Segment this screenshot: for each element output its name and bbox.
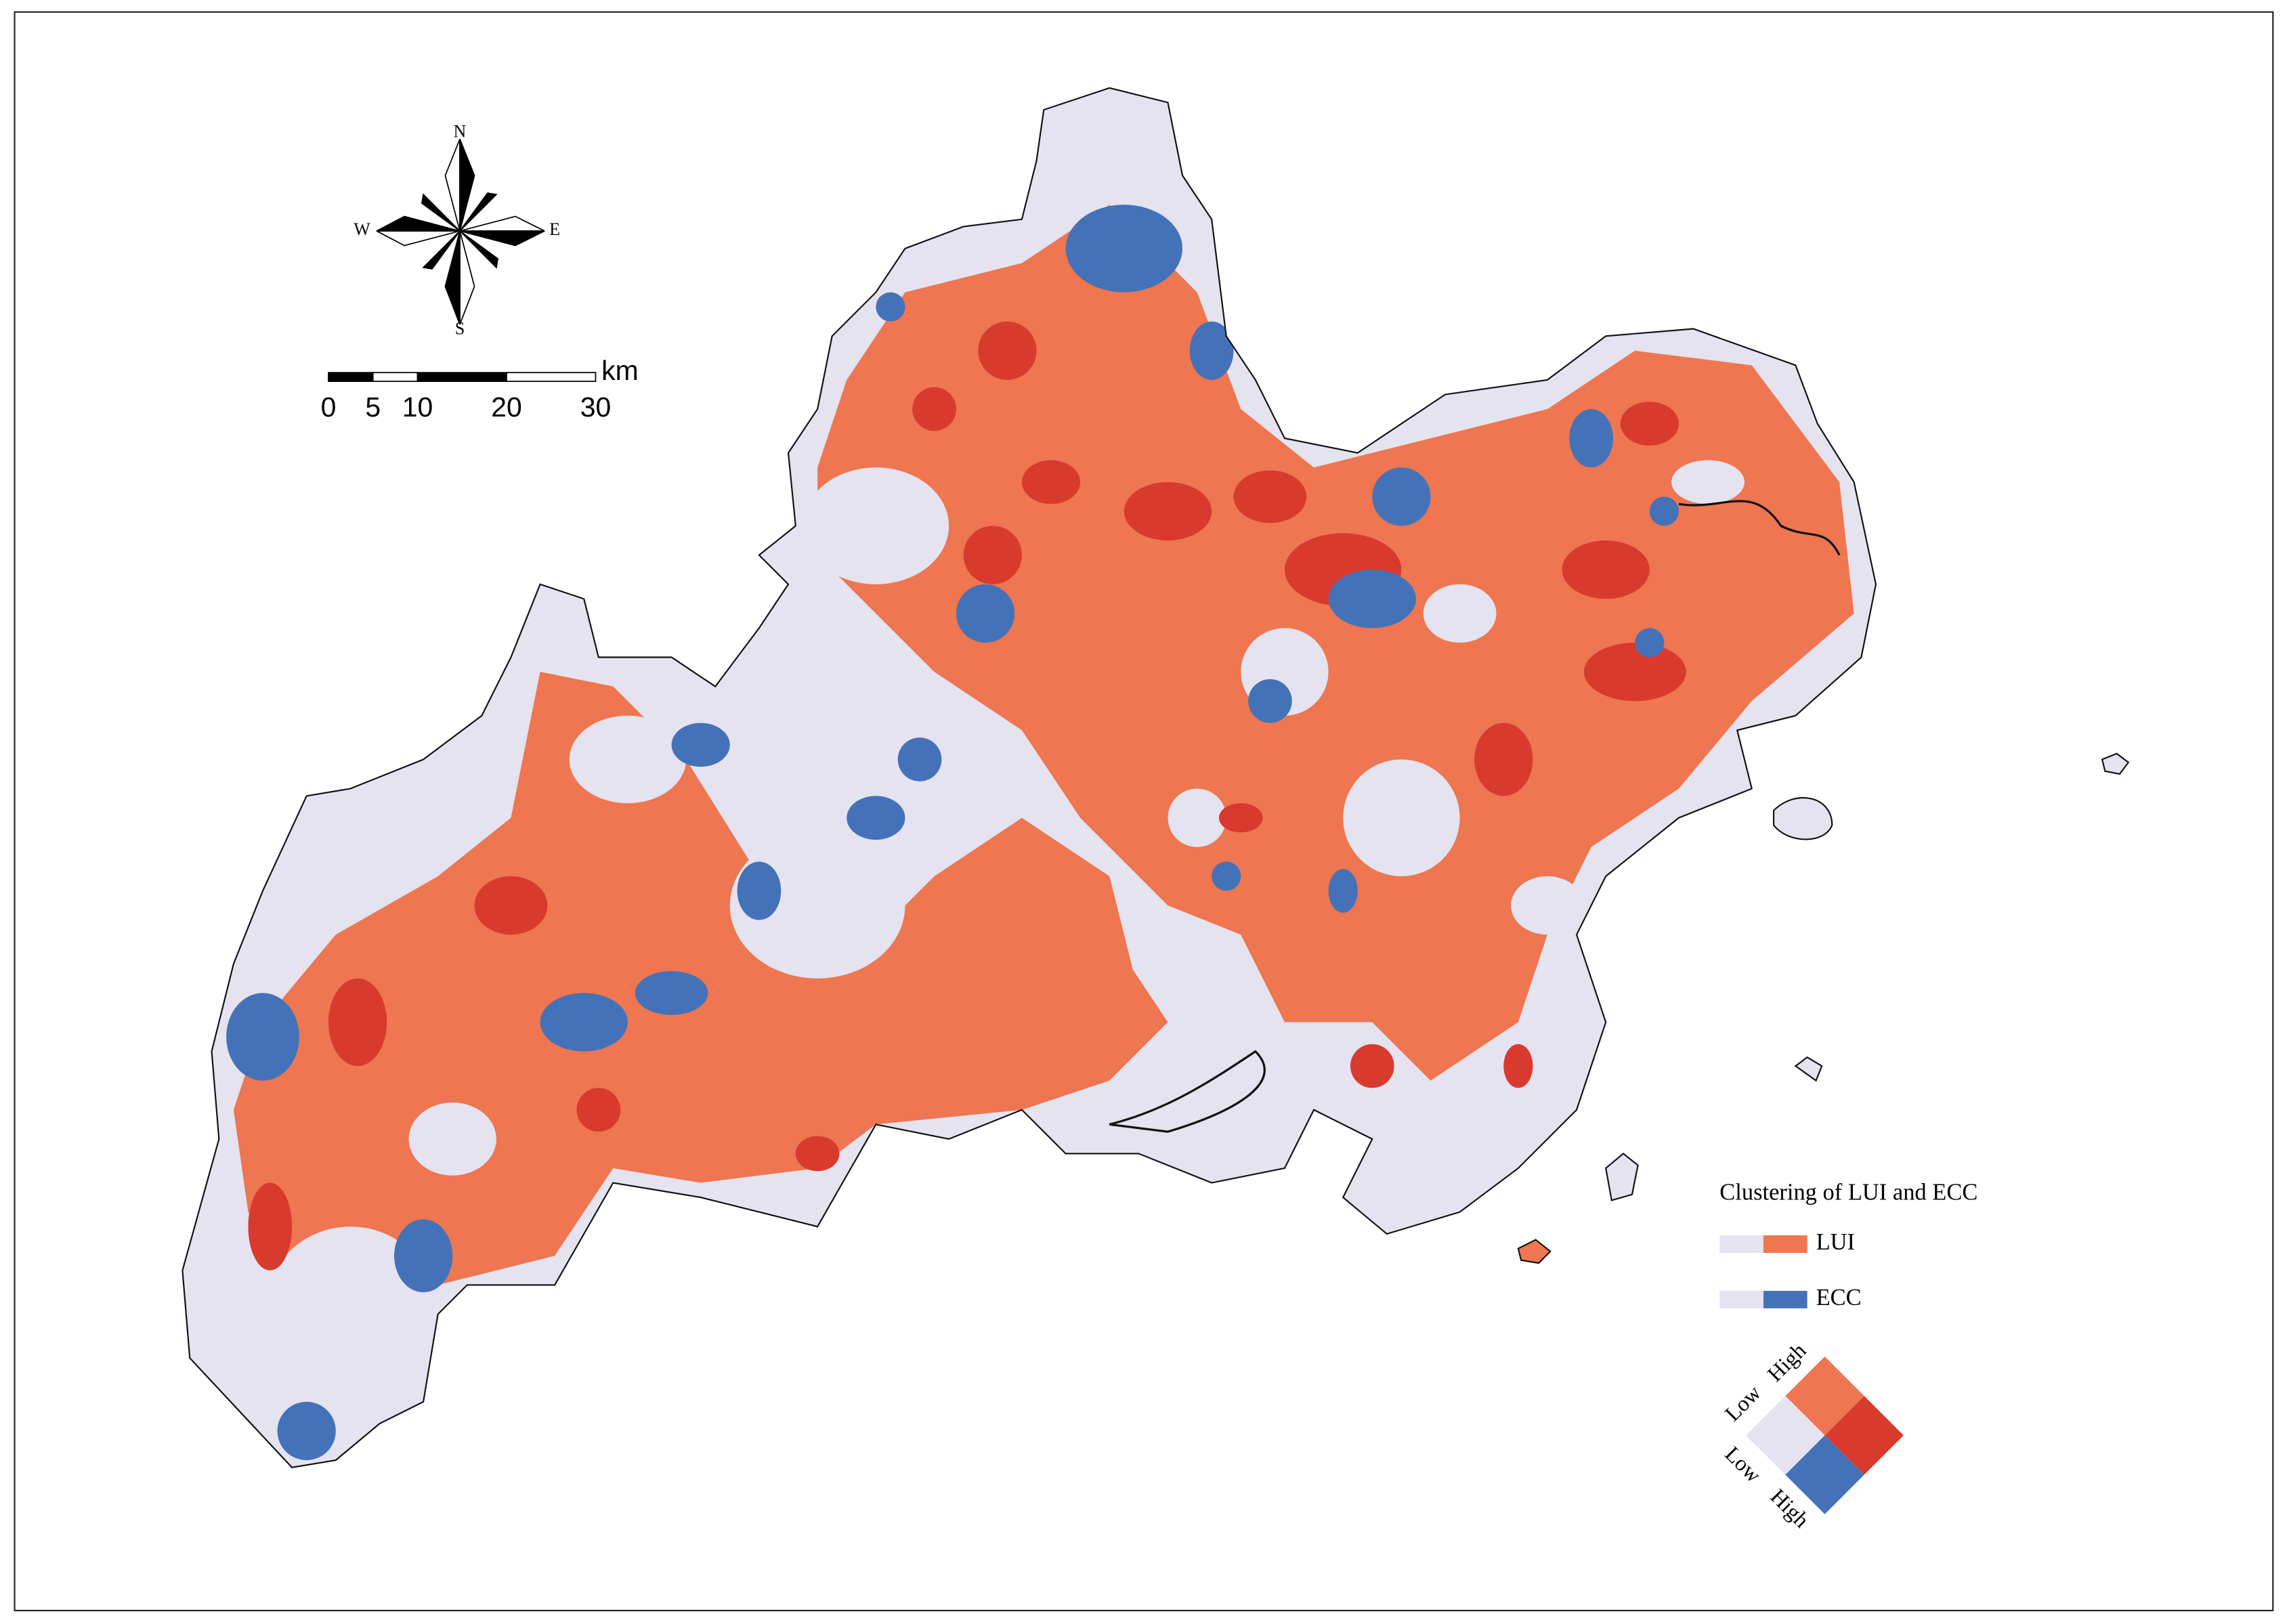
legend-title: Clustering of LUI and ECC [1719,1180,1977,1205]
scale-label: 10 [402,391,433,423]
region-both [795,1136,840,1172]
legend-swatch-low [1719,1291,1763,1308]
region-both [963,526,1022,584]
region-low [1511,876,1584,935]
scale-label: 5 [365,391,381,423]
region-ecc [394,1219,453,1293]
compass-rose [376,138,545,325]
region-both [1350,1044,1394,1088]
region-ecc [876,292,905,322]
region-both [1620,402,1679,446]
region-both [248,1182,293,1270]
region-both [328,978,387,1067]
region-low [729,832,905,979]
region-ecc [1189,321,1234,380]
region-both [1233,470,1307,523]
region-ecc [226,993,299,1081]
region-ecc [1212,861,1241,891]
compass-north: N [454,122,467,142]
legend-swatch-high [1763,1291,1807,1308]
legend-label: LUI [1816,1229,1855,1255]
scale-bar: 0 5 10 20 30 km [321,355,639,423]
region-low [803,467,949,584]
region-ecc [1569,409,1613,468]
region-ecc [737,861,782,920]
region-ecc [956,584,1015,643]
region-ecc [847,796,905,840]
region-low [1671,460,1745,505]
region-ecc [1649,496,1679,526]
region-ecc [635,970,708,1015]
region-ecc [1635,628,1665,658]
region-ecc [1328,570,1416,628]
region-both [1218,803,1263,833]
region-lui [847,817,1139,1081]
region-both [1562,540,1650,599]
islands [1517,752,2130,1264]
region-low [569,715,687,804]
legend-swatch-low [1719,1235,1763,1253]
compass-south: S [455,319,465,339]
coastline [1109,500,1841,1133]
legend-cell [1785,1356,1864,1436]
region-low [1423,584,1497,643]
region-low [1168,788,1226,847]
region-ecc [897,738,942,782]
scale-segment [372,372,419,382]
scale-segment [328,372,374,382]
region-both [474,876,548,935]
region-both [576,1088,621,1132]
region-both [1503,1044,1533,1088]
region-low [1343,759,1460,876]
scale-label: 20 [491,391,522,423]
legend-cell [1824,1396,1904,1475]
region-low [408,1102,496,1176]
region-ecc [1372,467,1431,526]
region-both [1124,482,1212,541]
compass-west: W [354,219,370,239]
region-ecc [1248,679,1292,723]
region-ecc [540,993,628,1052]
region-low [394,773,482,862]
legend-cell [1746,1396,1825,1475]
legend-swatch-high [1763,1235,1807,1253]
boundary [181,87,1877,1469]
region-both [978,321,1037,380]
scale-label: 0 [321,391,337,423]
legend-cell [1785,1435,1864,1514]
scale-label: 30 [580,391,612,423]
region-both [1583,642,1686,702]
scale-segment [506,372,597,382]
region-both [1474,723,1533,796]
region-low [263,1226,438,1402]
region-both [912,387,956,431]
scale-segment [416,372,507,382]
compass-east: E [549,219,560,239]
region-ecc [1328,869,1358,913]
region-ecc [671,723,730,767]
region-both [1021,460,1081,505]
region-ecc [277,1401,336,1461]
region-ecc [1065,205,1183,293]
scale-unit: km [601,355,639,386]
legend-label: ECC [1816,1285,1862,1310]
